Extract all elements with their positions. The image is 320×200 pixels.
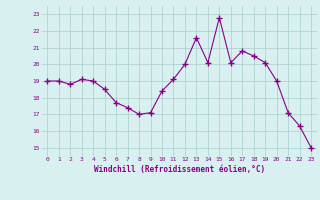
- X-axis label: Windchill (Refroidissement éolien,°C): Windchill (Refroidissement éolien,°C): [94, 165, 265, 174]
